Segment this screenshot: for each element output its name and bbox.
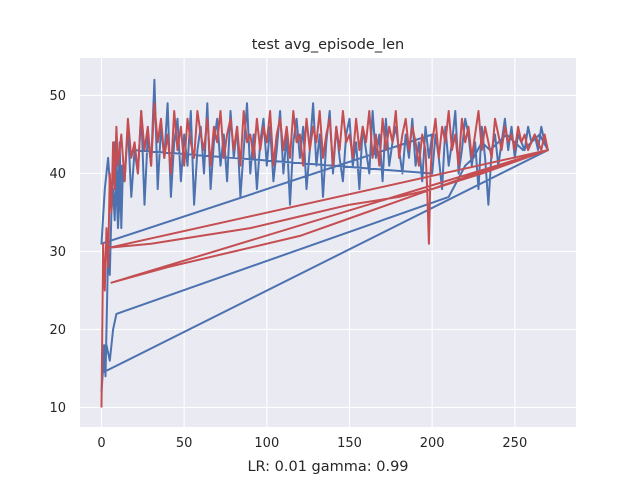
y-tick-label: 50	[49, 89, 66, 104]
y-tick-label: 30	[49, 245, 66, 260]
y-gridlines	[80, 94, 576, 409]
x-tick-label: 250	[502, 436, 527, 451]
x-tick-labels: 0 50 100 150 200 250	[97, 436, 527, 451]
series-layer	[100, 78, 549, 408]
series-line-1	[100, 78, 549, 392]
y-tick-label: 40	[49, 167, 66, 182]
x-tick-label: 100	[254, 436, 279, 451]
x-tick-label: 50	[176, 436, 193, 451]
y-tick-label: 20	[49, 323, 66, 338]
x-axis-label: LR: 0.01 gamma: 0.99	[247, 459, 408, 475]
x-tick-label: 150	[337, 436, 362, 451]
x-tick-label: 200	[420, 436, 445, 451]
series-line-2	[100, 102, 549, 408]
y-tick-labels: 10 20 30 40 50	[49, 89, 66, 416]
chart-title: test avg_episode_len	[252, 37, 404, 53]
y-tick-label: 10	[49, 401, 66, 416]
x-tick-label: 0	[97, 436, 105, 451]
